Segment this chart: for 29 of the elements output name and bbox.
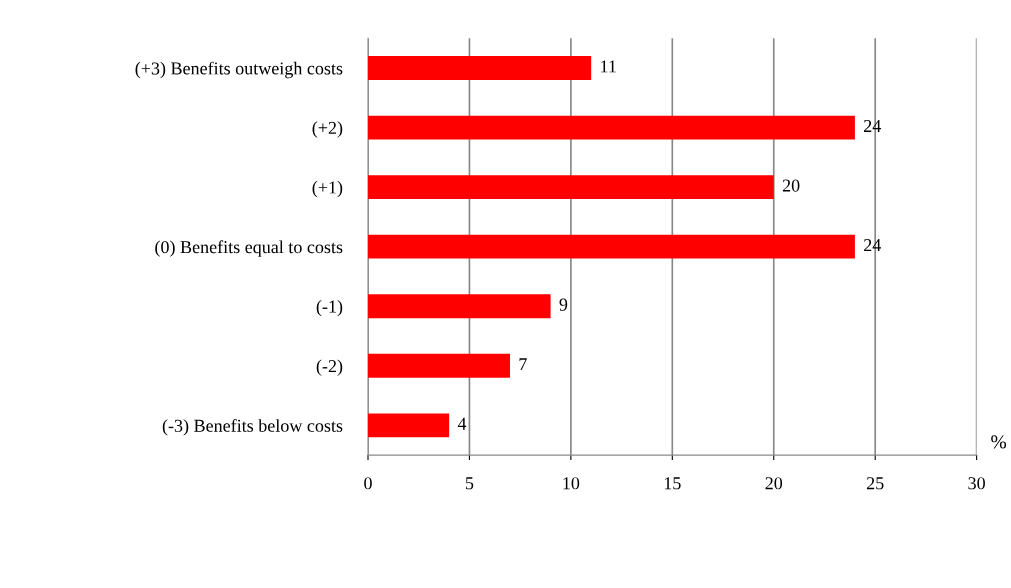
x-tick-label: 10 bbox=[563, 477, 580, 490]
data-label: 24 bbox=[864, 239, 882, 252]
y-tick-label: (-1) bbox=[316, 299, 343, 317]
bar bbox=[368, 175, 774, 200]
x-tick-label: 5 bbox=[465, 477, 474, 490]
x-axis-title: % bbox=[991, 435, 1007, 449]
bar bbox=[368, 115, 855, 140]
bar bbox=[368, 294, 551, 319]
x-tick-label: 0 bbox=[364, 477, 372, 490]
data-label: 4 bbox=[457, 417, 467, 430]
x-tick-label: 30 bbox=[968, 477, 985, 490]
y-tick-label: (-2) bbox=[316, 359, 343, 376]
y-tick-label: (-3) Benefits below costs bbox=[162, 418, 343, 436]
data-label: 24 bbox=[864, 119, 882, 132]
y-tick-label: (0) Benefits equal to costs bbox=[155, 240, 343, 257]
data-label: 20 bbox=[782, 179, 800, 192]
data-label: 9 bbox=[559, 298, 568, 311]
y-tick-label: (+3) Benefits outweigh costs bbox=[135, 61, 343, 79]
y-tick-label: (+1) bbox=[312, 180, 343, 198]
bar bbox=[368, 353, 511, 378]
data-label: 11 bbox=[601, 60, 616, 73]
bar bbox=[368, 234, 855, 259]
y-tick-label: (+2) bbox=[312, 121, 343, 138]
x-tick-label: 15 bbox=[664, 477, 681, 490]
x-tick-label: 25 bbox=[866, 477, 884, 490]
x-tick-label: 20 bbox=[765, 477, 783, 490]
bar bbox=[368, 56, 592, 80]
data-label: 7 bbox=[519, 358, 527, 371]
bar bbox=[368, 413, 450, 438]
